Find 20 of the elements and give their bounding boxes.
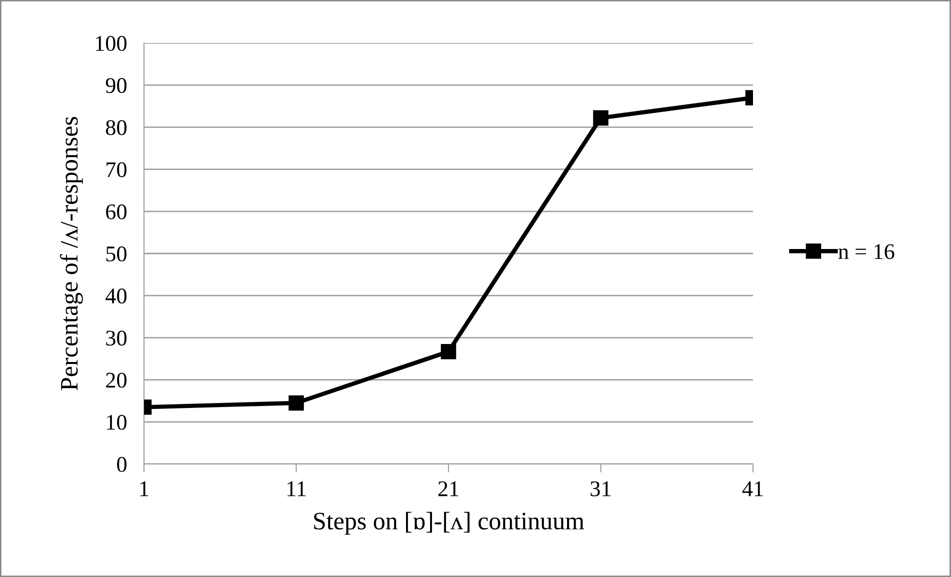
point (440, 344, 456, 360)
y-tick-label: 60 (106, 204, 126, 220)
y-tick-label: 30 (106, 330, 126, 346)
x-tick-label: 1 (140, 481, 148, 496)
y-tick-label: 90 (106, 78, 126, 94)
y-tick-label: 50 (106, 246, 126, 262)
y-axis-title: Percentage of /ʌ/-responses (60, 116, 83, 390)
y-tick-label: 10 (107, 414, 126, 430)
x-tick-label: 41 (742, 481, 763, 496)
x-tick-label: 21 (438, 481, 458, 496)
y-tick-label: 20 (106, 372, 126, 388)
y-tick-label: 40 (106, 288, 126, 304)
x-tick-label: 11 (288, 481, 306, 496)
legend-label: n = 16 (838, 244, 894, 260)
y-tick-label: 70 (106, 162, 126, 178)
y-tick-label: 80 (106, 120, 126, 136)
x-axis-title: Steps on [ɒ]-[ʌ] continuum (314, 512, 584, 535)
y-tick-label: 100 (96, 36, 126, 51)
x-tick-label: 31 (590, 481, 611, 496)
y-tick-label: 0 (117, 456, 126, 472)
